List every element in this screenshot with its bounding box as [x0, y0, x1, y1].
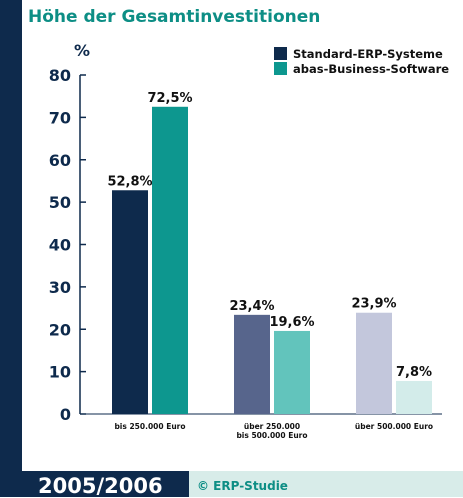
left-accent-bar — [0, 0, 22, 497]
y-tick-label: 30 — [49, 278, 71, 297]
y-tick-label: 20 — [49, 320, 71, 339]
bar — [356, 312, 392, 414]
y-tick-label: 80 — [49, 66, 71, 85]
chart-title: Höhe der Gesamtinvestitionen — [28, 7, 321, 27]
plot-panel: 0 10 20 30 40 50 60 70 80% 52,8% 23,4% 23,9% 72,5% 19… — [22, 30, 463, 471]
y-tick-label: 40 — [49, 236, 71, 255]
bar — [152, 106, 188, 414]
bar-value-label: 19,6% — [269, 315, 314, 330]
bar — [396, 380, 432, 414]
legend-label: Standard-ERP-Systeme — [293, 47, 443, 61]
bar-value-label: 52,8% — [107, 174, 152, 189]
y-tick-label: 50 — [49, 193, 71, 212]
x-tick-label: bis 500.000 Euro — [236, 431, 307, 440]
bar — [274, 330, 310, 414]
y-axis-label: % — [74, 41, 90, 60]
bar — [112, 190, 148, 414]
bar-value-label: 23,4% — [229, 299, 274, 314]
footer-year-box — [22, 471, 189, 497]
bar — [234, 314, 270, 414]
title-bar — [22, 0, 463, 30]
bar-value-label: 23,9% — [351, 297, 396, 312]
footer-source: © ERP-Studie — [197, 479, 288, 493]
bar-chart: 0 10 20 30 40 50 60 70 80% 52,8% 23,4% 23,9% 72,5% 19… — [49, 41, 450, 440]
footer-year: 2005/2006 — [38, 474, 163, 498]
legend-swatch — [274, 47, 287, 60]
y-tick-label: 0 — [60, 405, 71, 424]
x-tick-label: bis 250.000 Euro — [114, 422, 185, 431]
y-tick-label: 10 — [49, 363, 71, 382]
x-tick-label: über 500.000 Euro — [355, 422, 433, 431]
y-tick-label: 60 — [49, 151, 71, 170]
y-tick-label: 70 — [49, 108, 71, 127]
x-tick-label: über 250.000 — [244, 422, 300, 431]
bar-value-label: 7,8% — [396, 365, 432, 380]
bar-value-label: 72,5% — [147, 91, 192, 106]
legend-label: abas-Business-Software — [293, 62, 449, 76]
legend-swatch — [274, 62, 287, 75]
